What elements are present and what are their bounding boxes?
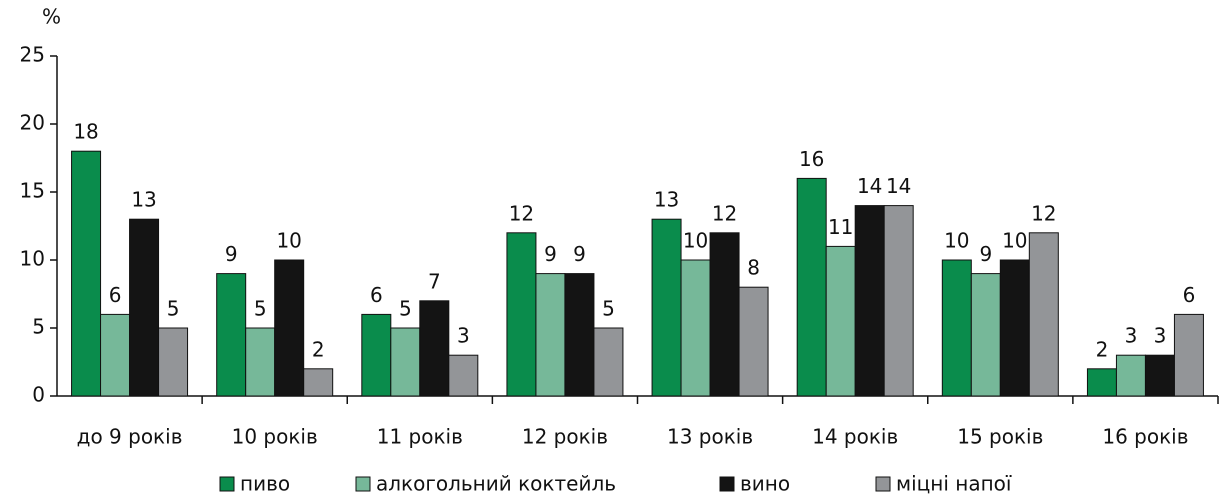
bar — [1086, 368, 1117, 397]
data-label: 6 — [1183, 283, 1196, 307]
data-label: 16 — [799, 147, 824, 171]
data-label: 7 — [428, 269, 441, 293]
data-label: 10 — [944, 229, 969, 253]
data-label: 10 — [683, 229, 708, 253]
legend-label: міцні напої — [896, 472, 1012, 495]
bar — [448, 354, 479, 397]
bar — [419, 300, 450, 397]
data-label: 18 — [73, 120, 98, 144]
y-axis-label: % — [42, 5, 61, 29]
y-tick-label: 25 — [20, 43, 45, 67]
data-label: 11 — [828, 215, 853, 239]
bar — [854, 205, 885, 397]
legend-swatch — [355, 476, 371, 492]
data-label: 13 — [654, 188, 679, 212]
bar — [651, 218, 682, 397]
x-tick-label: 10 років — [232, 425, 318, 449]
x-tick-label: 14 років — [812, 425, 898, 449]
legend-label: пиво — [240, 472, 290, 495]
y-tick-label: 0 — [32, 383, 45, 407]
data-label: 2 — [312, 337, 325, 361]
bar — [129, 218, 160, 397]
data-label: 6 — [370, 283, 383, 307]
bar — [535, 273, 566, 397]
bar — [941, 259, 972, 397]
data-label: 3 — [1125, 324, 1138, 348]
legend-swatch — [875, 476, 891, 492]
y-tick-label: 15 — [20, 179, 45, 203]
bar — [709, 232, 740, 397]
bar — [158, 327, 189, 397]
bar — [680, 259, 711, 397]
x-tick-label: 16 років — [1102, 425, 1188, 449]
y-tick-label: 20 — [20, 111, 45, 135]
x-tick-label: 11 років — [377, 425, 463, 449]
legend-swatch — [219, 476, 235, 492]
bar — [274, 259, 305, 397]
bar — [970, 273, 1001, 397]
bar — [506, 232, 537, 397]
data-label: 5 — [399, 297, 412, 321]
data-label: 10 — [1002, 229, 1027, 253]
legend-swatch — [719, 476, 735, 492]
x-tick-label: 12 років — [522, 425, 608, 449]
x-tick-label: 13 років — [667, 425, 753, 449]
data-label: 12 — [509, 201, 534, 225]
bar — [216, 273, 247, 397]
legend-label: вино — [740, 472, 790, 495]
legend-label: алкогольний коктейль — [376, 472, 616, 495]
data-label: 5 — [167, 297, 180, 321]
bar — [796, 177, 827, 397]
y-tick-label: 5 — [32, 315, 45, 339]
data-label: 6 — [109, 283, 122, 307]
bar — [390, 327, 421, 397]
bar — [1028, 232, 1059, 397]
bar — [361, 313, 392, 397]
bar — [245, 327, 276, 397]
x-tick-label: до 9 років — [77, 425, 183, 449]
bar — [1115, 354, 1146, 397]
data-label: 8 — [747, 256, 760, 280]
bar — [71, 150, 102, 397]
data-label: 12 — [1031, 201, 1056, 225]
data-label: 5 — [254, 297, 267, 321]
data-label: 2 — [1096, 337, 1109, 361]
data-label: 3 — [1154, 324, 1167, 348]
x-tick-label: 15 років — [957, 425, 1043, 449]
y-tick-label: 10 — [20, 247, 45, 271]
data-label: 13 — [131, 188, 156, 212]
data-label: 5 — [602, 297, 615, 321]
bar — [825, 245, 856, 397]
data-label: 9 — [225, 242, 238, 266]
bar — [303, 368, 334, 397]
bar — [100, 313, 131, 397]
data-label: 9 — [573, 242, 586, 266]
data-label: 9 — [544, 242, 557, 266]
bar — [999, 259, 1030, 397]
bar — [593, 327, 624, 397]
data-label: 3 — [457, 324, 470, 348]
bar — [883, 205, 914, 397]
bar — [738, 286, 769, 397]
data-label: 14 — [886, 174, 911, 198]
bar — [1144, 354, 1175, 397]
data-label: 10 — [276, 229, 301, 253]
data-label: 9 — [979, 242, 992, 266]
data-label: 14 — [857, 174, 882, 198]
data-label: 12 — [712, 201, 737, 225]
bar — [1173, 313, 1204, 397]
bar — [564, 273, 595, 397]
